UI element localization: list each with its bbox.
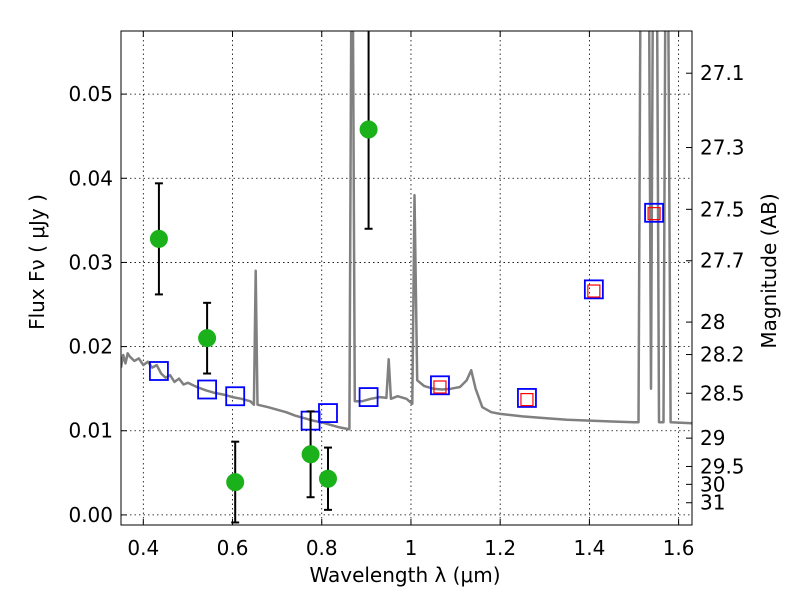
marker-layer — [149, 31, 664, 524]
spectrum-line — [121, 31, 692, 431]
x-tick-label: 0.4 — [127, 536, 159, 560]
grid — [121, 31, 692, 525]
y-tick-label: 0.00 — [68, 503, 113, 527]
red-square-marker — [587, 284, 601, 298]
x-tick-label: 0.6 — [217, 536, 249, 560]
y-axis-label: Flux Fν ( μJy ) — [25, 194, 49, 330]
magnitude-tick-label: 31 — [700, 491, 725, 515]
tick-layer: 0.4 0.6 0.8 1 1.2 1.4 1.6 0.00 0.01 0.02 0.03 0.04 0… — [68, 31, 745, 560]
magnitude-tick-label: 28 — [700, 310, 725, 334]
model-square-marker — [430, 375, 450, 396]
observed-point — [226, 473, 245, 492]
x-tick-label: 1 — [405, 536, 418, 560]
observed-point — [198, 329, 217, 348]
spectrum-layer — [121, 31, 692, 431]
magnitude-tick-label: 27.3 — [700, 136, 745, 160]
red-square-marker — [433, 380, 447, 394]
model-square-marker — [197, 379, 217, 400]
y-tick-label: 0.01 — [68, 419, 113, 443]
magnitude-tick-label: 30 — [700, 472, 725, 496]
observed-point — [301, 445, 320, 464]
model-square-marker — [149, 361, 169, 381]
observed-point — [359, 120, 378, 139]
y-tick-label: 0.03 — [68, 250, 113, 274]
magnitude-tick-label: 27.7 — [700, 249, 745, 273]
magnitude-tick-label: 28.5 — [700, 381, 745, 405]
y-tick-label: 0.05 — [68, 82, 113, 106]
red-square-marker — [647, 207, 661, 221]
magnitude-tick-label: 29.5 — [700, 454, 745, 478]
magnitude-tick-label: 27.1 — [700, 61, 745, 85]
magnitude-tick-label: 27.5 — [700, 197, 745, 221]
y-tick-label: 0.04 — [68, 166, 113, 190]
x-axis-label: Wavelength λ (μm) — [309, 563, 500, 587]
magnitude-tick-label: 29 — [700, 426, 725, 450]
red-square-marker — [520, 393, 534, 407]
model-square-marker — [517, 388, 537, 408]
y-tick-label: 0.02 — [68, 335, 113, 359]
model-square-marker — [583, 279, 604, 300]
observed-point — [149, 229, 168, 248]
model-square-marker — [318, 403, 338, 423]
observed-point — [318, 469, 337, 488]
x-tick-label: 1.6 — [663, 536, 695, 560]
plot-frame — [120, 30, 693, 526]
magnitude-tick-label: 28.2 — [700, 343, 745, 367]
x-tick-label: 1.2 — [484, 536, 516, 560]
x-tick-label: 1.4 — [573, 536, 605, 560]
right-axis-label: Magnitude (AB) — [757, 193, 781, 348]
model-square-marker — [358, 387, 379, 407]
x-tick-label: 0.8 — [306, 536, 338, 560]
model-square-marker — [225, 386, 246, 407]
model-square-marker — [644, 202, 664, 223]
